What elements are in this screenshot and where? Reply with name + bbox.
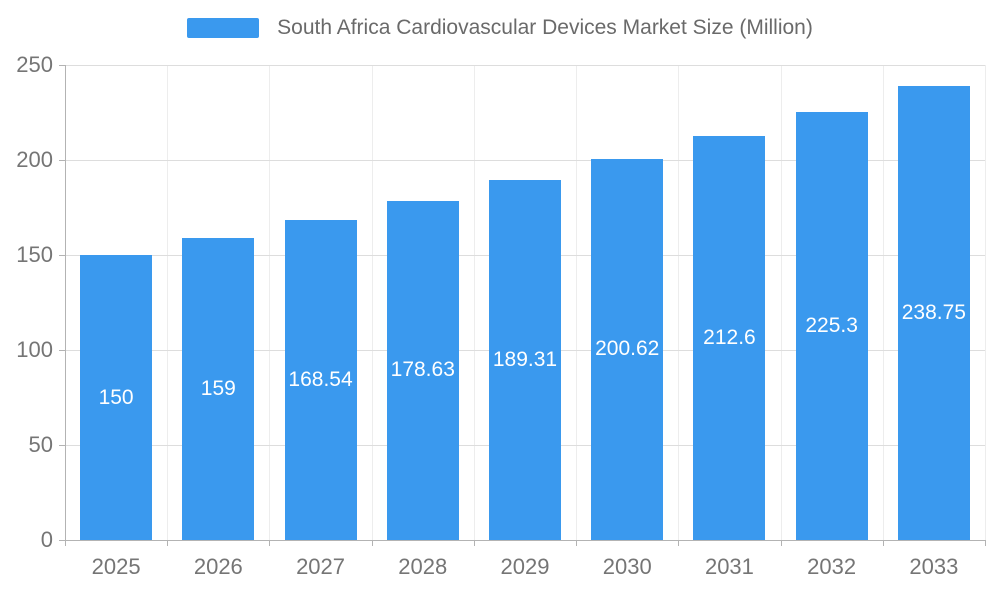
bar-value-label: 212.6 xyxy=(703,326,756,350)
x-axis-tick xyxy=(167,540,169,546)
bar[interactable]: 212.6 xyxy=(693,136,766,540)
y-axis-tick xyxy=(59,160,65,161)
bar-value-label: 189.31 xyxy=(492,348,558,372)
x-tick-label: 2027 xyxy=(296,554,346,579)
v-gridline xyxy=(882,65,884,540)
y-tick-label: 50 xyxy=(28,432,53,457)
bar-value-label: 150 xyxy=(98,385,134,409)
y-axis-tick xyxy=(59,540,65,541)
x-tick-label: 2032 xyxy=(807,554,857,579)
v-gridline xyxy=(985,65,986,540)
x-tick-label: 2033 xyxy=(909,554,959,579)
v-gridline xyxy=(167,65,169,540)
bar[interactable]: 238.75 xyxy=(897,86,970,540)
bar[interactable]: 225.3 xyxy=(795,111,868,540)
bar[interactable]: 189.31 xyxy=(489,180,561,540)
bar-value-label: 225.3 xyxy=(805,313,858,337)
y-axis-tick xyxy=(59,255,65,256)
x-tick-label: 2025 xyxy=(91,554,141,579)
bar[interactable]: 150 xyxy=(80,255,153,540)
y-tick-label: 0 xyxy=(40,527,53,552)
v-gridline xyxy=(678,65,680,540)
h-gridline xyxy=(65,160,985,161)
bar-value-label: 238.75 xyxy=(901,301,966,325)
bar[interactable]: 200.62 xyxy=(591,158,664,540)
bar-value-label: 168.54 xyxy=(288,367,353,391)
x-axis-tick xyxy=(473,540,475,546)
x-tick-label: 2031 xyxy=(704,554,754,579)
v-gridline xyxy=(269,65,271,540)
bar-value-label: 178.63 xyxy=(390,358,455,382)
x-tick-label: 2028 xyxy=(398,554,448,579)
chart-title: South Africa Cardiovascular Devices Mark… xyxy=(277,16,813,39)
x-axis-line xyxy=(65,540,986,541)
x-axis-tick xyxy=(269,540,271,546)
x-axis-tick xyxy=(678,540,680,546)
bar[interactable]: 168.54 xyxy=(284,219,357,540)
bar-value-label: 159 xyxy=(200,376,236,400)
v-gridline xyxy=(371,65,373,540)
y-tick-label: 100 xyxy=(16,337,53,362)
x-axis-tick xyxy=(882,540,884,546)
x-tick-label: 2026 xyxy=(193,554,243,579)
x-tick-label: 2030 xyxy=(602,554,652,579)
x-tick-label: 2029 xyxy=(500,554,550,579)
x-axis-tick xyxy=(65,540,66,546)
x-axis-tick xyxy=(576,540,578,546)
h-gridline xyxy=(65,65,985,66)
y-tick-label: 200 xyxy=(16,147,53,172)
y-tick-label: 250 xyxy=(16,52,53,77)
x-axis-tick xyxy=(985,540,986,546)
bar[interactable]: 159 xyxy=(182,237,255,540)
x-axis-tick xyxy=(371,540,373,546)
y-axis-tick xyxy=(59,350,65,351)
x-axis-tick xyxy=(780,540,782,546)
y-axis-tick xyxy=(59,65,65,66)
y-axis-tick xyxy=(59,445,65,446)
bar-value-label: 200.62 xyxy=(595,337,660,361)
y-tick-label: 150 xyxy=(16,242,53,267)
legend-swatch xyxy=(187,18,260,38)
v-gridline xyxy=(576,65,578,540)
bar[interactable]: 178.63 xyxy=(386,200,459,540)
chart-legend[interactable]: South Africa Cardiovascular Devices Mark… xyxy=(0,16,1000,40)
v-gridline xyxy=(473,65,475,540)
v-gridline xyxy=(780,65,782,540)
y-axis-line xyxy=(65,65,66,540)
